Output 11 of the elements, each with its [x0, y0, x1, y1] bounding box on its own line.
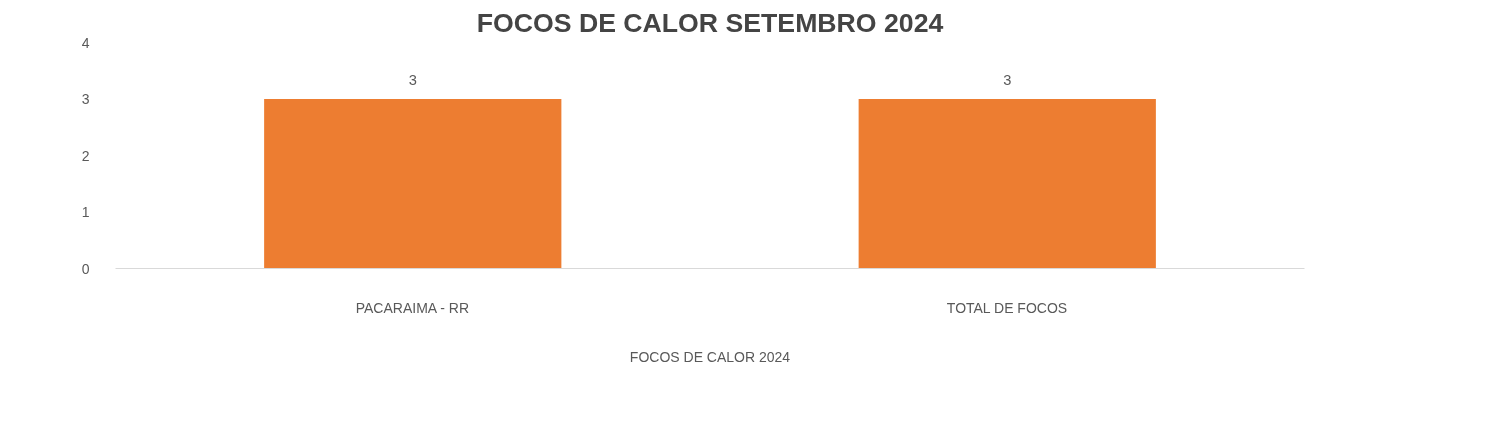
x-tick-label: TOTAL DE FOCOS	[946, 299, 1068, 316]
data-label: 3	[1003, 72, 1012, 88]
y-tick-label: 2	[81, 147, 90, 164]
y-tick-label: 4	[81, 34, 90, 51]
x-axis-title: FOCOS DE CALOR 2024	[629, 348, 791, 365]
x-tick-label: PACARAIMA - RR	[355, 299, 470, 316]
y-tick-label: 3	[81, 91, 90, 107]
y-tick-label: 0	[81, 260, 90, 277]
y-tick-label: 1	[81, 204, 90, 220]
chart-title: FOCOS DE CALOR SETEMBRO 2024	[476, 7, 944, 38]
data-label: 3	[408, 72, 417, 88]
